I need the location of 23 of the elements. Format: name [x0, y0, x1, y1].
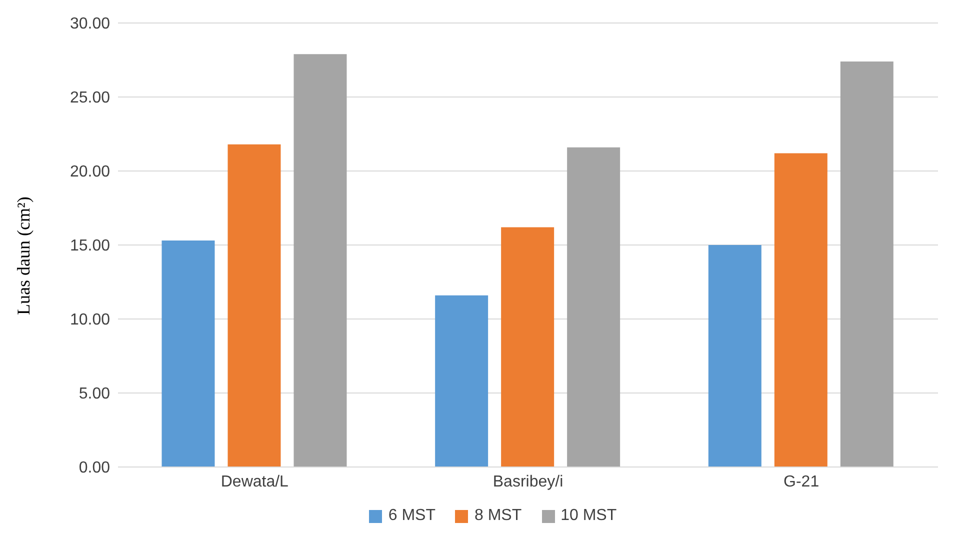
bar [708, 245, 762, 467]
y-axis-title: Luas daun (cm²) [13, 196, 34, 315]
y-tick-label: 25.00 [70, 90, 110, 107]
bar [435, 295, 488, 467]
legend-label: 10 MST [560, 507, 617, 525]
bar [501, 227, 554, 467]
bar [774, 153, 828, 467]
x-tick-label: Basribey/i [492, 473, 564, 490]
y-tick-label: 10.00 [70, 312, 110, 329]
bar [162, 240, 215, 467]
x-tick-label: G-21 [784, 473, 820, 490]
y-tick-label: 30.00 [70, 16, 110, 33]
legend-label: 8 MST [473, 507, 522, 525]
y-tick-label: 20.00 [70, 164, 110, 181]
x-tick-label: Dewata/L [220, 473, 289, 490]
y-tick-label: 5.00 [78, 386, 110, 403]
bar [567, 147, 620, 467]
legend-label: 6 MST [387, 507, 436, 525]
bar [294, 54, 347, 467]
bar [840, 61, 894, 467]
y-tick-label: 15.00 [70, 238, 110, 255]
bar [228, 144, 281, 467]
y-tick-label: 0.00 [78, 460, 110, 477]
